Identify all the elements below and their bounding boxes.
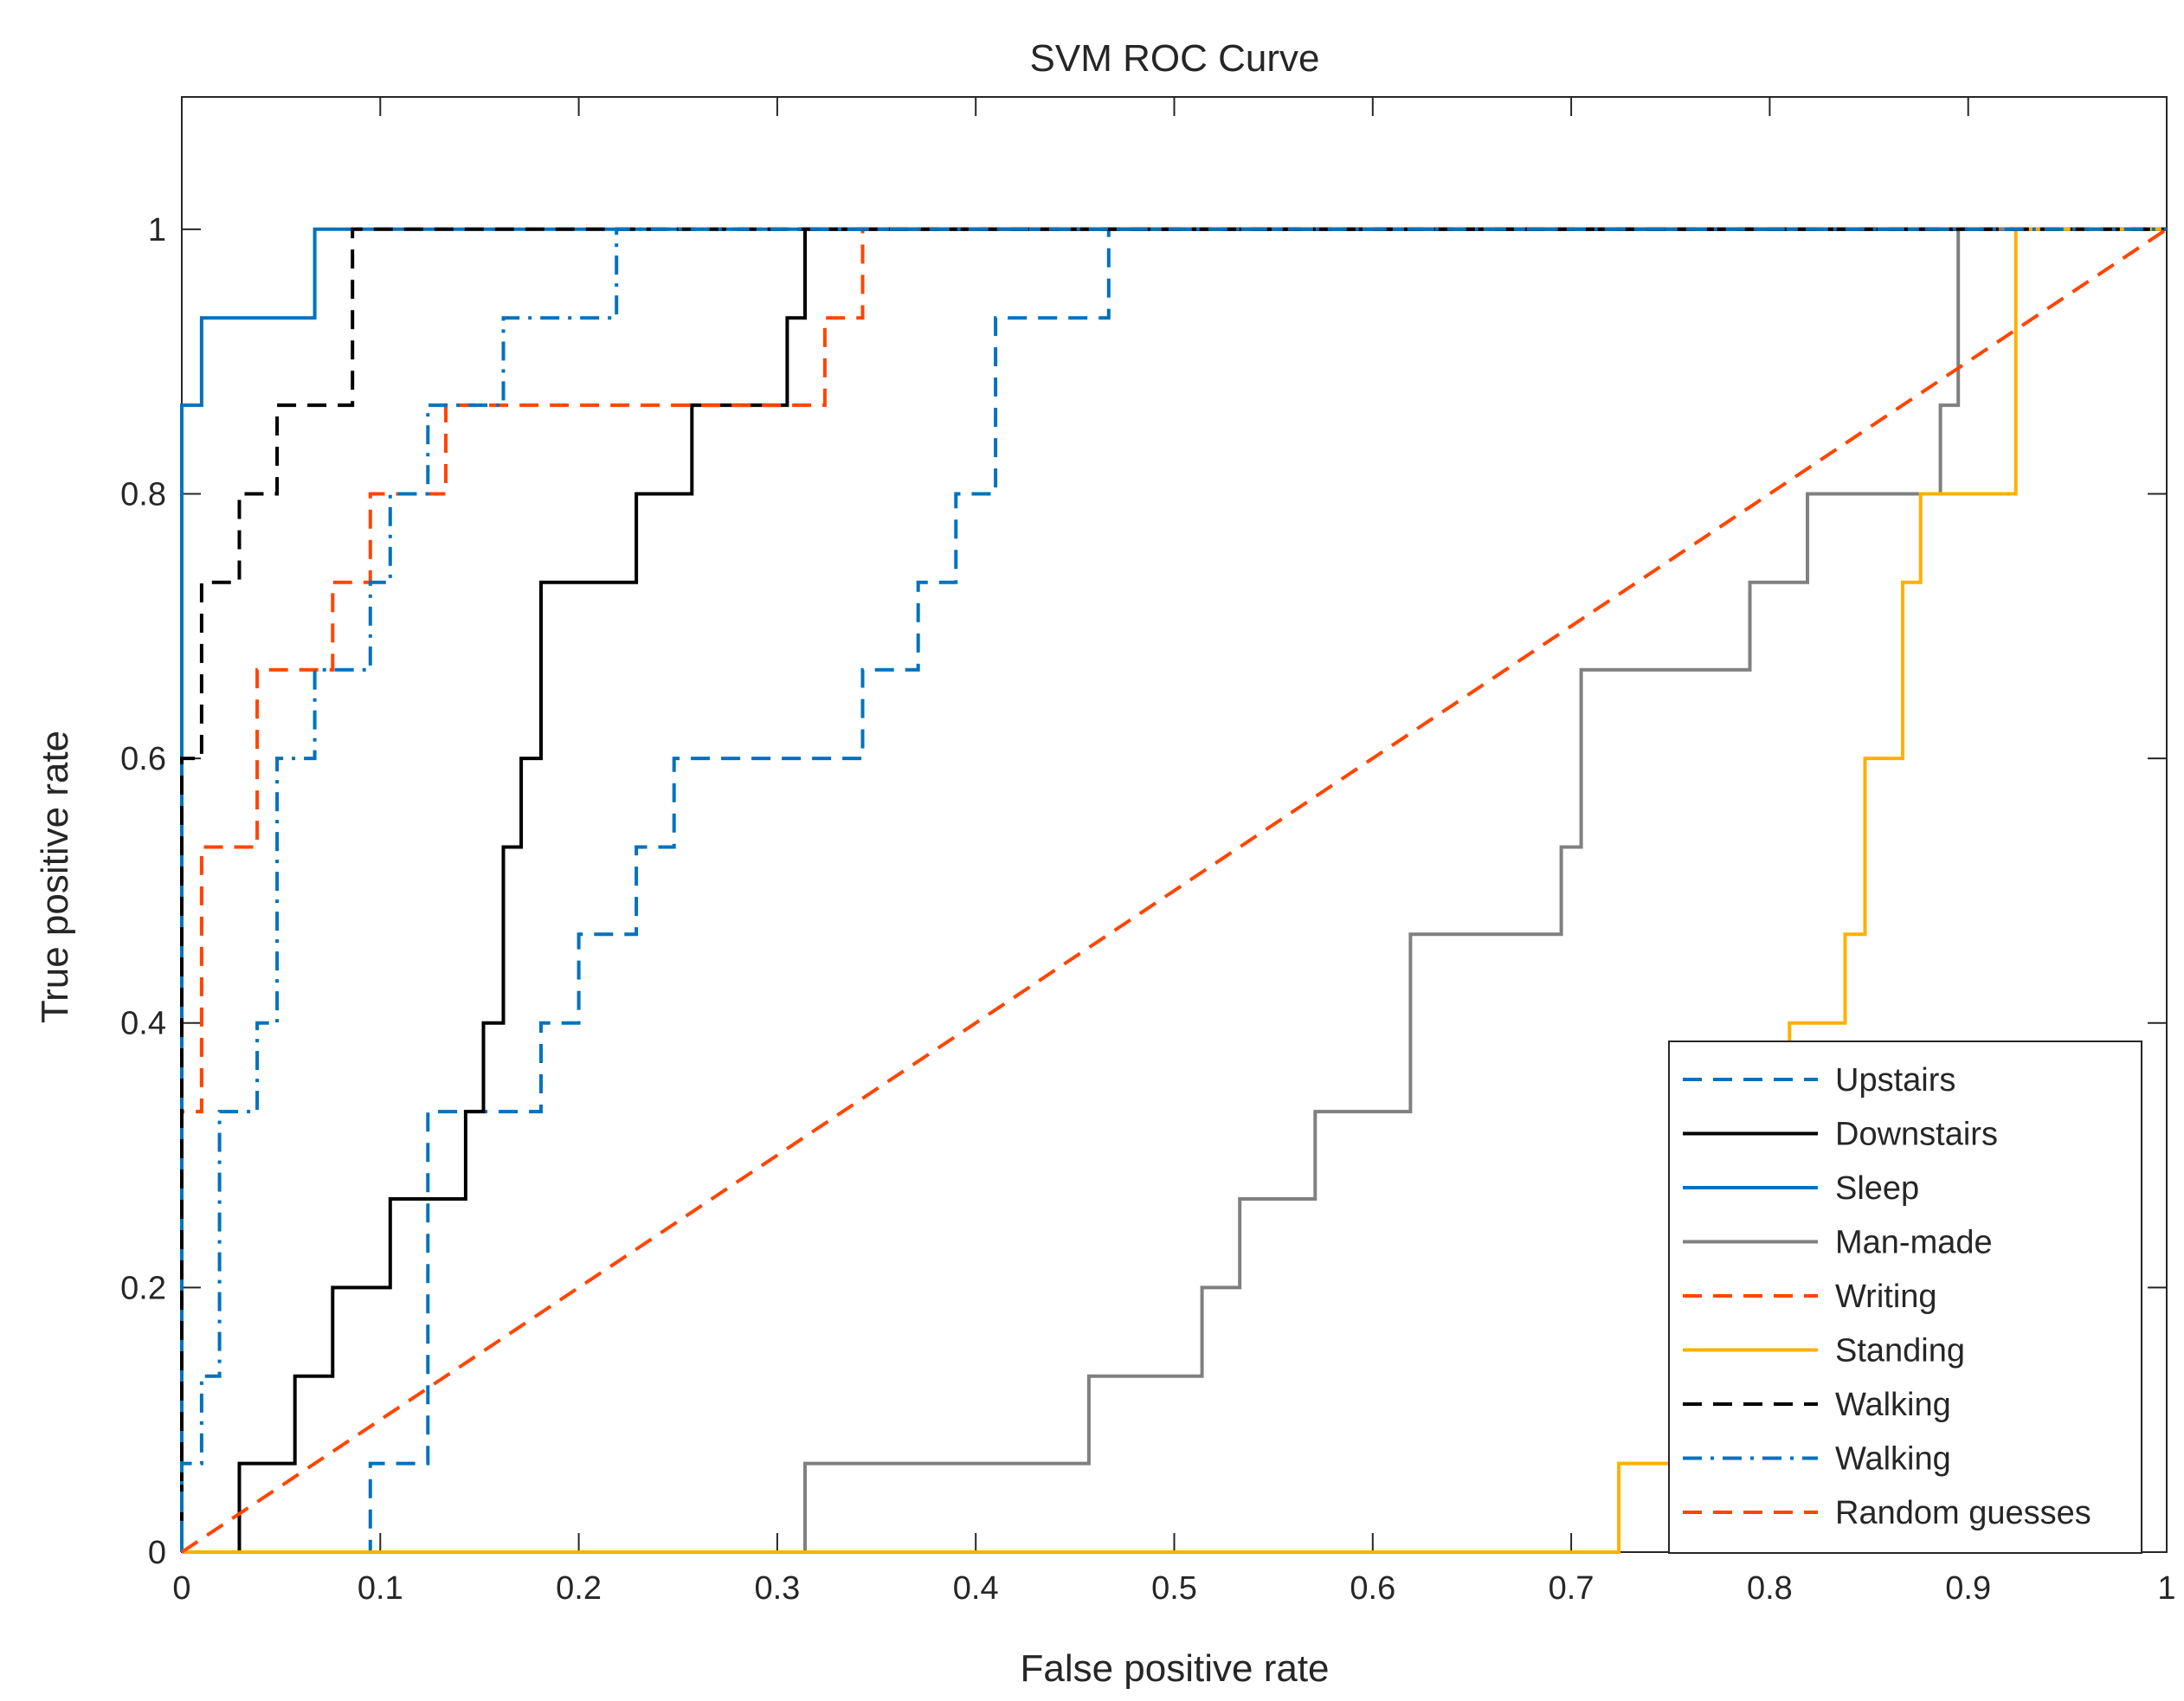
y-tick-label: 0.4 [120, 1006, 166, 1042]
x-tick-label: 0 [172, 1570, 190, 1607]
x-tick-label: 0.2 [556, 1570, 602, 1607]
x-tick-label: 0.4 [953, 1570, 999, 1607]
x-tick-label: 0.3 [754, 1570, 800, 1607]
y-tick-label: 1 [148, 212, 166, 248]
y-tick-label: 0 [148, 1535, 166, 1571]
series-line-walking-7 [180, 227, 2167, 1552]
legend-label-random-guesses-8: Random guesses [1835, 1495, 2091, 1531]
legend-label-writing-4: Writing [1835, 1279, 1937, 1315]
series-line-man-made-3 [182, 227, 2167, 1554]
series-line-sleep-2 [180, 227, 2167, 1552]
y-tick-label: 0.6 [120, 741, 166, 777]
plot-area: 0 0.1 0.2 0.3 0.4 0.5 0.6 0.7 0.8 0.9 1 0 0.2 0.4 0.6 0… [120, 96, 2176, 1607]
x-tick-label: 0.5 [1151, 1570, 1197, 1607]
legend-label-upstairs-0: Upstairs [1835, 1062, 1955, 1099]
x-tick-label: 1 [2157, 1570, 2175, 1607]
series-line-walking-6 [180, 227, 2167, 1552]
legend: Upstairs Downstairs Sleep Man-made Writing St… [1668, 1041, 2142, 1554]
x-tick-label: 0.8 [1747, 1570, 1793, 1607]
legend-label-walking-6: Walking [1835, 1387, 1951, 1423]
y-axis-label: True positive rate [34, 731, 76, 1023]
y-tick-label: 0.8 [120, 476, 166, 512]
legend-label-standing-5: Standing [1835, 1333, 1965, 1369]
legend-label-sleep-2: Sleep [1835, 1170, 1919, 1207]
legend-label-downstairs-1: Downstairs [1835, 1117, 1998, 1153]
x-axis-label: False positive rate [1020, 1647, 1329, 1690]
y-tick-label: 0.2 [120, 1270, 166, 1306]
series-line-random-guesses-8 [180, 228, 2168, 1554]
x-tick-label: 0.6 [1350, 1570, 1395, 1607]
legend-label-man-made-3: Man-made [1835, 1225, 1993, 1261]
legend-label-walking-7: Walking [1835, 1441, 1951, 1478]
x-tick-label: 0.1 [358, 1570, 403, 1607]
x-tick-label: 0.7 [1549, 1570, 1595, 1607]
chart-title: SVM ROC Curve [1030, 37, 1320, 80]
x-tick-label: 0.9 [1945, 1570, 1991, 1607]
